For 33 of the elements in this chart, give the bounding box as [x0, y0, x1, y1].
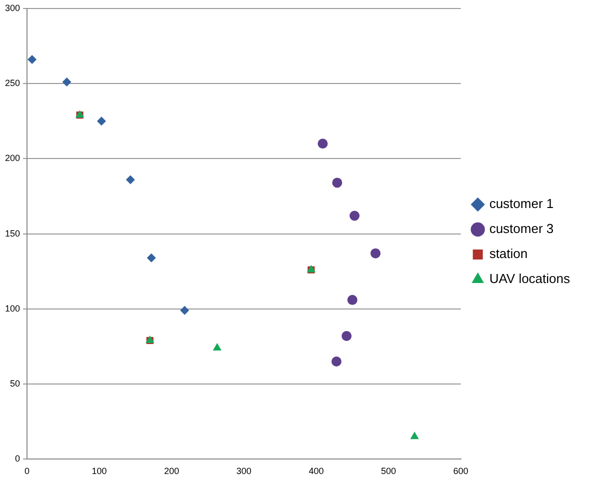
point	[342, 330, 352, 341]
point	[180, 306, 190, 315]
x-tick-label: 600	[453, 466, 468, 476]
point	[212, 343, 222, 351]
y-tick-label: 200	[4, 153, 20, 164]
y-tick-label: 250	[4, 78, 20, 88]
y-tick-label: 150	[4, 228, 20, 238]
point	[410, 432, 419, 440]
x-tick-label: 100	[92, 466, 107, 476]
legend-label: customer 3	[489, 221, 554, 236]
point	[370, 248, 380, 258]
legend-label: customer 1	[489, 196, 554, 212]
y-tick-label: 50	[10, 378, 20, 389]
y-tick-label: 100	[4, 303, 20, 314]
x-tick-label: 0	[24, 466, 30, 476]
point	[331, 356, 342, 367]
x-tick-label: 200	[164, 466, 180, 476]
y-tick-label: 300	[4, 2, 20, 13]
point	[28, 54, 37, 64]
point	[126, 175, 135, 184]
point	[146, 253, 156, 262]
point	[347, 294, 358, 305]
point	[96, 116, 106, 126]
legend-label: station	[489, 246, 528, 262]
x-tick-label: 400	[308, 466, 324, 476]
point	[332, 178, 342, 188]
point	[318, 138, 328, 149]
point	[350, 210, 360, 221]
x-tick-label: 300	[236, 466, 252, 476]
x-tick-label: 500	[381, 466, 396, 476]
y-tick-label: 0	[15, 454, 20, 464]
point	[62, 78, 72, 87]
legend-label: UAV locations	[489, 271, 570, 286]
